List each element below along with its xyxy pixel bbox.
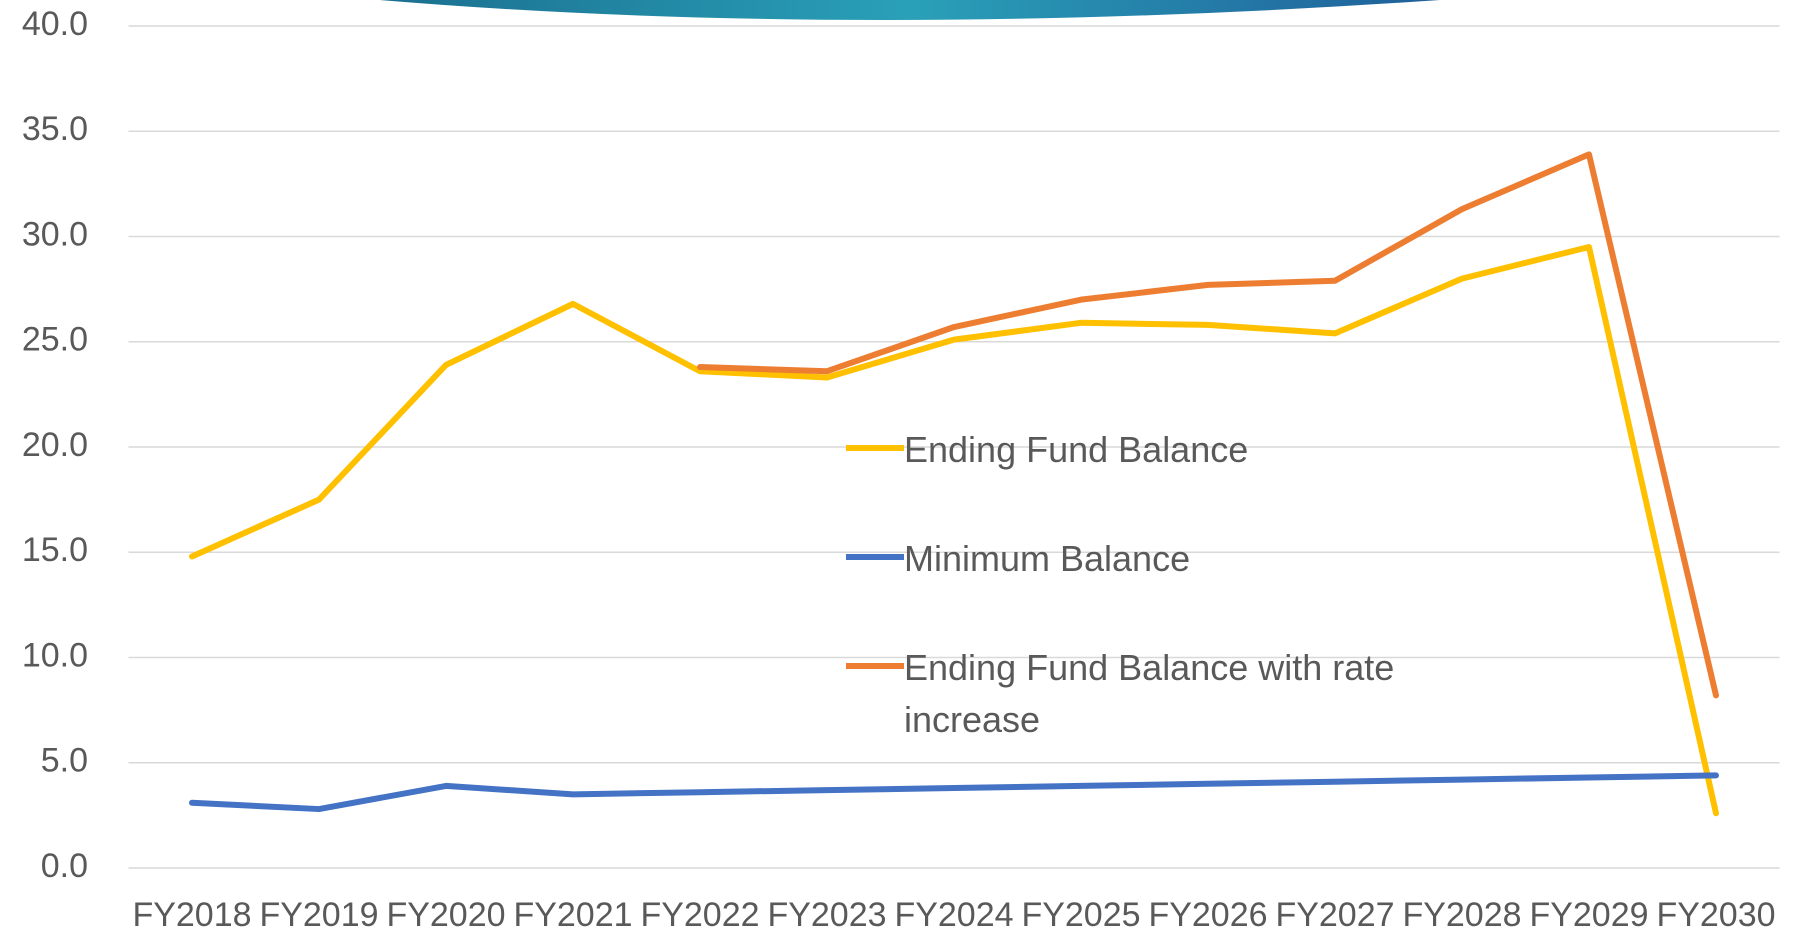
- x-tick-label: FY2027: [1275, 896, 1394, 934]
- y-tick-label: 15.0: [22, 531, 88, 569]
- legend-item: Ending Fund Balance: [846, 424, 1444, 476]
- y-tick-label: 35.0: [22, 110, 88, 148]
- x-tick-label: FY2029: [1529, 896, 1648, 934]
- y-tick-label: 5.0: [41, 742, 88, 780]
- y-tick-label: 0.0: [41, 847, 88, 885]
- x-tick-label: FY2030: [1656, 896, 1775, 934]
- x-tick-label: FY2024: [894, 896, 1013, 934]
- series-line: [189, 244, 1719, 817]
- x-tick-label: FY2019: [259, 896, 378, 934]
- x-tick-label: FY2021: [513, 896, 632, 934]
- series-line: [189, 772, 1719, 813]
- legend-label: Ending Fund Balance with rate increase: [904, 647, 1395, 740]
- x-tick-label: FY2026: [1148, 896, 1267, 934]
- x-tick-label: FY2028: [1402, 896, 1521, 934]
- x-tick-label: FY2025: [1021, 896, 1140, 934]
- y-tick-label: 10.0: [22, 636, 88, 674]
- legend-label: Minimum Balance: [904, 538, 1191, 579]
- legend-label: Ending Fund Balance: [904, 429, 1249, 470]
- legend-swatch: [846, 554, 904, 560]
- header-decoration: [380, 0, 1440, 20]
- x-tick-label: FY2020: [386, 896, 505, 934]
- y-tick-label: 20.0: [22, 426, 88, 464]
- x-tick-label: FY2018: [132, 896, 251, 934]
- legend-swatch: [846, 445, 904, 451]
- legend-item: Ending Fund Balance with rate increase: [846, 642, 1444, 746]
- series-line: [697, 151, 1719, 699]
- y-tick-label: 25.0: [22, 321, 88, 359]
- y-tick-label: 30.0: [22, 215, 88, 253]
- legend-swatch: [846, 663, 904, 669]
- x-tick-label: FY2023: [767, 896, 886, 934]
- legend-item: Minimum Balance: [846, 533, 1444, 585]
- x-tick-label: FY2022: [640, 896, 759, 934]
- y-tick-label: 40.0: [22, 5, 88, 43]
